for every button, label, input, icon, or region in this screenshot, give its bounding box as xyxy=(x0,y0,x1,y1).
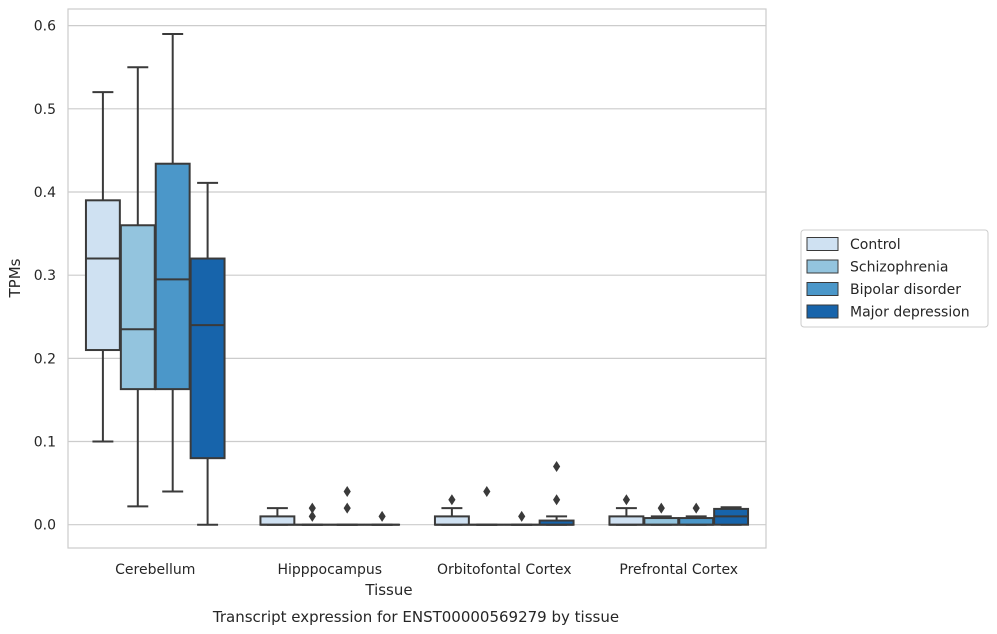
y-tick-label: 0.3 xyxy=(34,268,56,284)
y-tick-label: 0.5 xyxy=(34,102,56,118)
box-control xyxy=(433,494,470,526)
x-tick-label: Orbitofontal Cortex xyxy=(437,562,572,578)
box-schizophrenia xyxy=(119,66,156,508)
box-major-depression xyxy=(713,506,750,526)
outlier-point xyxy=(518,510,526,522)
x-tick-label: Cerebellum xyxy=(115,562,195,578)
x-tick-labels: Cerebellum Hipppocampus Orbitofontal Corte… xyxy=(115,562,738,578)
box-bipolar-disorder xyxy=(154,32,191,493)
box-iqr xyxy=(189,257,226,460)
outlier-point xyxy=(553,494,561,506)
box-iqr xyxy=(608,515,645,526)
legend-swatch xyxy=(806,282,839,296)
legend-label: Bipolar disorder xyxy=(850,282,961,298)
chart-caption: Transcript expression for ENST0000056927… xyxy=(212,608,619,626)
x-tick-label: Hipppocampus xyxy=(277,562,382,578)
box-schizophrenia xyxy=(294,502,331,526)
outlier-point xyxy=(343,485,351,497)
x-tick-label: Prefrontal Cortex xyxy=(619,562,738,578)
outlier-point xyxy=(308,510,316,522)
y-tick-labels: 0.0 0.1 0.2 0.3 0.4 0.5 0.6 xyxy=(34,19,56,534)
legend-swatch xyxy=(806,237,839,251)
y-tick-label: 0.1 xyxy=(34,435,56,451)
outlier-point xyxy=(308,502,316,514)
outlier-point xyxy=(343,502,351,514)
box-schizophrenia xyxy=(468,485,505,526)
box-bipolar-disorder xyxy=(678,502,715,526)
legend-label: Major depression xyxy=(850,305,970,321)
box-schizophrenia xyxy=(643,502,680,526)
y-tick-label: 0.4 xyxy=(34,185,56,201)
legend-swatch xyxy=(806,259,839,274)
legend: Control Schizophrenia Bipolar disorder Majo… xyxy=(800,229,989,328)
box-iqr xyxy=(84,199,121,352)
box-major-depression xyxy=(538,460,575,526)
box-iqr xyxy=(433,515,470,526)
box-control xyxy=(608,494,645,526)
y-tick-label: 0.2 xyxy=(34,351,56,367)
legend-label: Control xyxy=(850,237,901,253)
box-iqr xyxy=(259,515,296,526)
y-axis-label: TPMs xyxy=(6,258,24,298)
box-iqr xyxy=(154,162,191,391)
legend-swatch xyxy=(806,304,839,319)
x-axis-label: Tissue xyxy=(364,581,412,599)
box-control xyxy=(84,91,121,443)
box-bipolar-disorder xyxy=(329,485,366,526)
outlier-point xyxy=(448,494,456,506)
outlier-point xyxy=(483,485,491,497)
box-major-depression xyxy=(364,510,401,526)
legend-label: Schizophrenia xyxy=(850,260,948,276)
box-bipolar-disorder xyxy=(503,510,540,526)
y-tick-label: 0.6 xyxy=(34,19,56,35)
boxes xyxy=(84,32,750,526)
outlier-point xyxy=(553,460,561,472)
plot-frame xyxy=(67,8,767,549)
outlier-point xyxy=(657,502,665,514)
outlier-point xyxy=(692,502,700,514)
outlier-point xyxy=(622,494,630,506)
box-major-depression xyxy=(189,181,226,526)
box-iqr xyxy=(119,224,156,391)
outlier-point xyxy=(378,510,386,522)
y-tick-label: 0.0 xyxy=(34,518,56,534)
box-control xyxy=(259,507,296,526)
legend-frame xyxy=(800,229,989,328)
